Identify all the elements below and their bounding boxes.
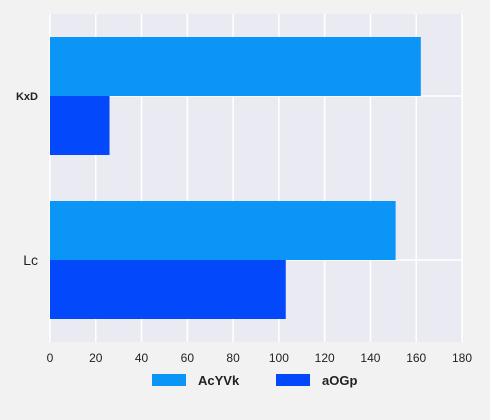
bar-aOGp-Lc [50,260,286,319]
legend-swatch-1 [276,374,310,386]
x-tick-label-3: 60 [181,351,195,365]
legend-label-0: AcYVk [198,373,240,388]
x-tick-label-7: 140 [360,351,380,365]
bar-aOGp-KxD [50,96,110,155]
legend-label-1: aOGp [322,373,357,388]
x-tick-label-1: 20 [89,351,103,365]
y-axis-categories: KxD Lc [16,91,38,268]
bars [50,37,421,319]
x-tick-label-9: 180 [452,351,472,365]
x-tick-label-0: 0 [47,351,54,365]
x-tick-label-4: 80 [226,351,240,365]
x-tick-label-8: 160 [406,351,426,365]
bar-AcYVk-Lc [50,201,396,260]
legend-swatch-0 [152,374,186,386]
x-axis-ticks: 0 20 40 60 80 100 120 140 160 180 [47,351,473,365]
category-label-0: KxD [16,91,38,103]
bar-AcYVk-KxD [50,37,421,96]
x-tick-label-6: 120 [315,351,335,365]
legend: AcYVk aOGp [152,373,357,388]
x-tick-label-5: 100 [269,351,289,365]
x-tick-label-2: 40 [135,351,149,365]
category-label-1: Lc [23,252,38,268]
